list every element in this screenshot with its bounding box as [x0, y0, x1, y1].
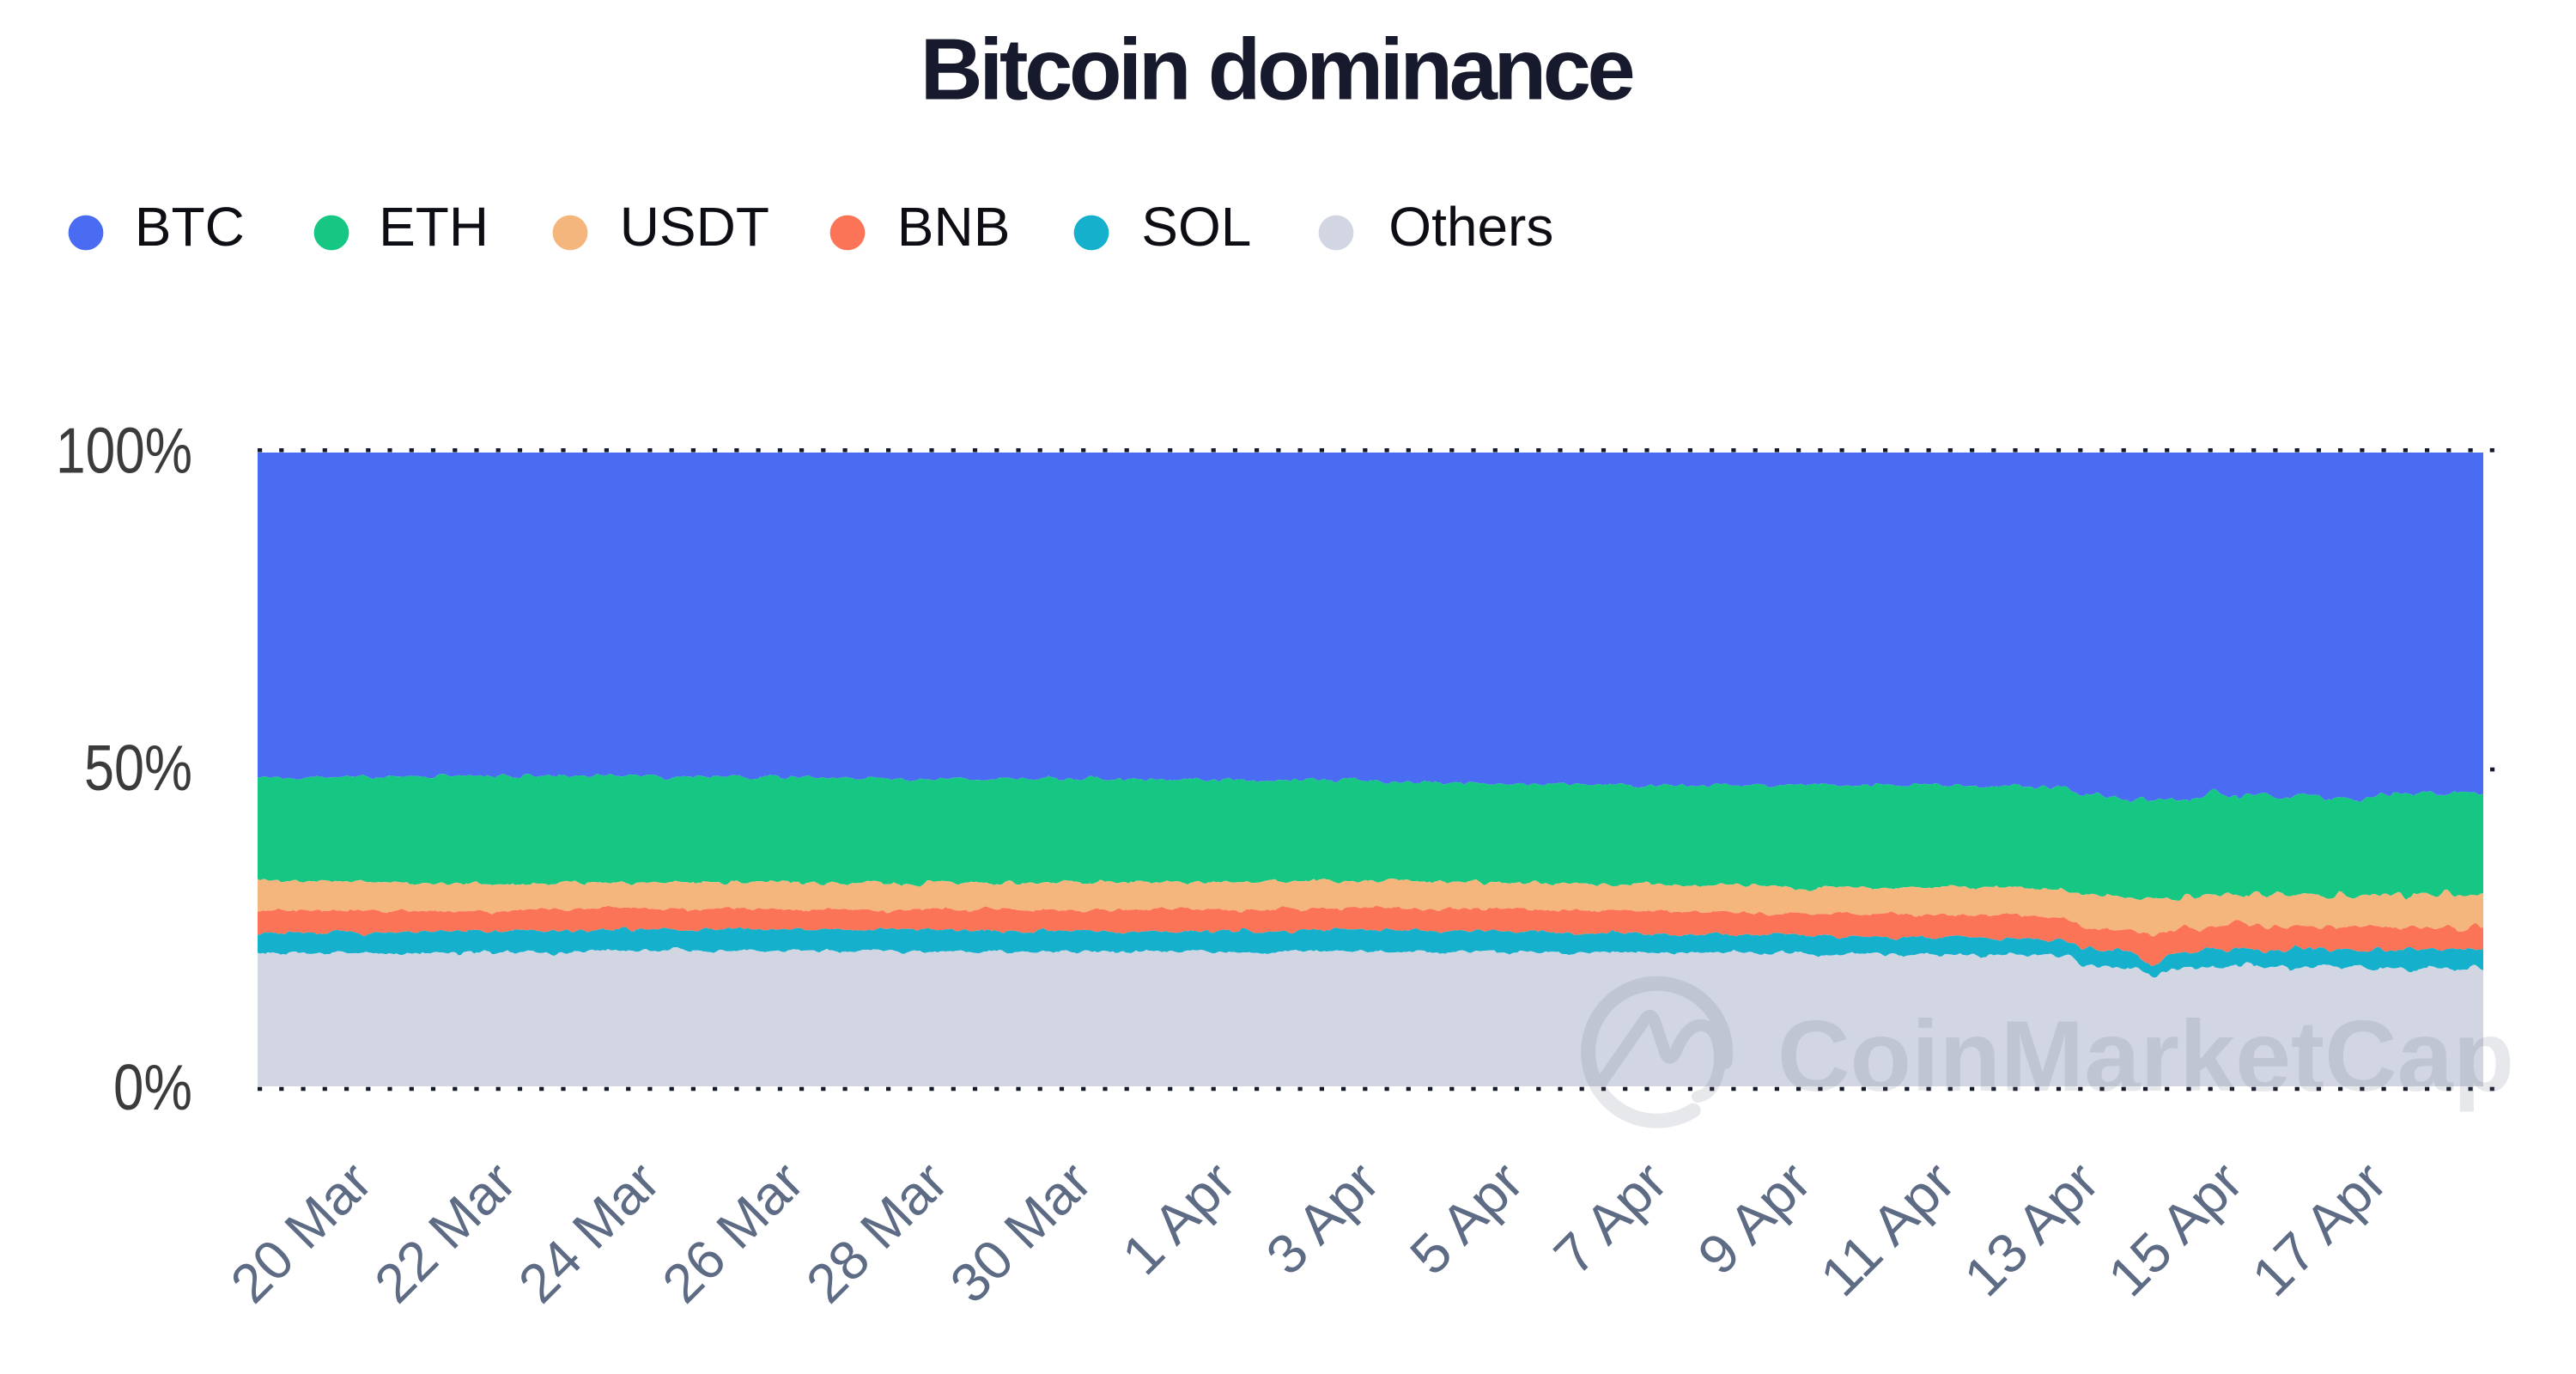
svg-text:0%: 0%	[113, 1051, 192, 1123]
svg-text:SOL: SOL	[1141, 196, 1251, 258]
svg-text:BTC: BTC	[135, 196, 245, 258]
svg-text:CoinMarketCap: CoinMarketCap	[1777, 1000, 2514, 1112]
svg-text:50%: 50%	[84, 732, 192, 804]
svg-text:BNB: BNB	[897, 196, 1011, 258]
svg-text:USDT: USDT	[620, 196, 769, 258]
svg-text:Bitcoin dominance: Bitcoin dominance	[920, 22, 1633, 119]
svg-text:100%: 100%	[56, 415, 192, 487]
svg-text:Others: Others	[1388, 196, 1553, 258]
svg-text:ETH: ETH	[379, 196, 489, 258]
